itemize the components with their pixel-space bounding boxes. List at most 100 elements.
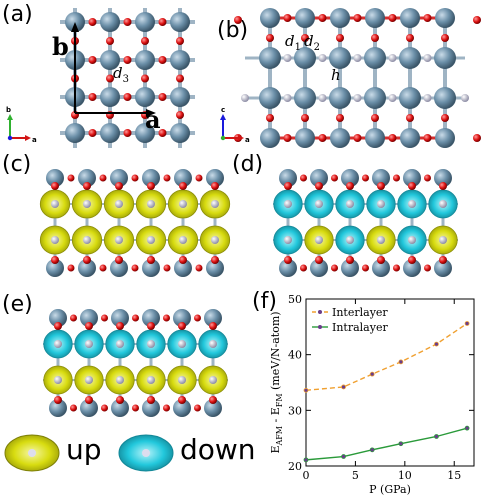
nitrogen-atom bbox=[123, 93, 132, 101]
panel-f: (f) 0 5 10 15 20 30 40 50 P (GPa) EAFM - EFM (meV… bbox=[248, 285, 486, 498]
panel-b-axes-icon bbox=[220, 114, 244, 141]
light-atom bbox=[85, 376, 93, 384]
nitrogen-atom bbox=[346, 182, 354, 190]
metal-atom bbox=[100, 87, 120, 107]
panel-a-lattice bbox=[60, 8, 195, 148]
nitrogen-atom bbox=[141, 37, 149, 45]
nitrogen-atom bbox=[301, 114, 309, 122]
light-atom bbox=[346, 200, 354, 208]
light-atom bbox=[147, 340, 155, 348]
panel-d-spin-density bbox=[273, 169, 458, 277]
data-point bbox=[434, 341, 439, 347]
nitrogen-atom bbox=[209, 322, 217, 330]
nitrogen-atom bbox=[209, 396, 217, 404]
h-label: h bbox=[331, 66, 341, 84]
nitrogen-atom bbox=[393, 174, 400, 182]
metal-atom bbox=[100, 50, 120, 70]
nitrogen-atom bbox=[178, 396, 186, 404]
nitrogen-atom bbox=[101, 404, 108, 412]
nitrogen-atom bbox=[88, 129, 97, 137]
metal-atom bbox=[372, 169, 390, 187]
nitrogen-atom bbox=[51, 182, 59, 190]
metal-atom bbox=[135, 123, 155, 143]
data-point bbox=[303, 457, 309, 463]
nitrogen-atom bbox=[106, 37, 114, 45]
nitrogen-atom bbox=[441, 34, 449, 42]
light-atom bbox=[179, 200, 187, 208]
nitrogen-atom bbox=[132, 404, 139, 412]
metal-atom bbox=[365, 128, 385, 148]
metal-atom bbox=[100, 12, 120, 32]
spin-down-icon bbox=[118, 434, 174, 472]
light-atom bbox=[178, 376, 186, 384]
metal-atom bbox=[135, 12, 155, 32]
light-atom bbox=[147, 376, 155, 384]
data-point bbox=[303, 387, 309, 393]
legend-marker bbox=[318, 325, 322, 329]
metal-atom bbox=[329, 47, 351, 69]
nitrogen-atom bbox=[315, 256, 323, 264]
panel-d-label: (d) bbox=[232, 152, 264, 177]
nitrogen-atom bbox=[388, 14, 397, 22]
nitrogen-atom bbox=[284, 182, 292, 190]
light-atom bbox=[408, 200, 416, 208]
metal-atom bbox=[111, 399, 129, 417]
metal-atom bbox=[174, 169, 192, 187]
light-atom bbox=[115, 200, 123, 208]
panel-d: (d) bbox=[230, 150, 486, 280]
nitrogen-atom bbox=[158, 18, 167, 26]
metal-atom bbox=[403, 169, 421, 187]
x-tick-label: 10 bbox=[398, 469, 412, 482]
metal-atom bbox=[78, 169, 96, 187]
nitrogen-atom bbox=[211, 256, 219, 264]
light-atom bbox=[284, 236, 292, 244]
metal-atom bbox=[295, 128, 315, 148]
metal-atom bbox=[80, 399, 98, 417]
nitrogen-atom bbox=[211, 182, 219, 190]
metal-atom bbox=[49, 399, 67, 417]
metal-atom bbox=[259, 47, 281, 69]
spin-legend: up down bbox=[0, 425, 256, 485]
metal-atom bbox=[294, 87, 316, 109]
metal-atom bbox=[330, 128, 350, 148]
series-line-1 bbox=[305, 427, 468, 461]
nitrogen-atom bbox=[88, 18, 97, 26]
panel-e-label: (e) bbox=[2, 292, 33, 317]
light-atom bbox=[408, 236, 416, 244]
light-atom bbox=[377, 236, 385, 244]
nitrogen-atom bbox=[423, 14, 432, 22]
metal-atom bbox=[400, 128, 420, 148]
light-atom bbox=[83, 200, 91, 208]
nitrogen-atom bbox=[371, 34, 379, 42]
x-axis-label: P (GPa) bbox=[369, 483, 411, 496]
nitrogen-atom bbox=[406, 34, 414, 42]
metal-atom bbox=[310, 169, 328, 187]
metal-atom bbox=[329, 87, 351, 109]
metal-atom bbox=[372, 259, 390, 277]
x-tick-label: 5 bbox=[352, 469, 359, 482]
nitrogen-atom bbox=[83, 256, 91, 264]
y-tick-label: 40 bbox=[288, 349, 302, 362]
light-atom bbox=[377, 200, 385, 208]
light-atom bbox=[315, 200, 323, 208]
metal-atom bbox=[65, 123, 85, 143]
legend-label: Interlayer bbox=[332, 306, 388, 319]
nitrogen-atom bbox=[195, 174, 203, 182]
metal-atom bbox=[135, 87, 155, 107]
light-atom bbox=[353, 54, 362, 62]
light-atom bbox=[318, 54, 327, 62]
nitrogen-atom bbox=[51, 256, 59, 264]
metal-atom bbox=[173, 399, 191, 417]
legend-label: Intralayer bbox=[332, 321, 388, 334]
metal-atom bbox=[110, 259, 128, 277]
nitrogen-atom bbox=[99, 174, 107, 182]
metal-atom bbox=[80, 309, 98, 327]
spin-up-label: up bbox=[66, 433, 102, 466]
metal-atom bbox=[399, 47, 421, 69]
nitrogen-atom bbox=[101, 314, 108, 322]
metal-atom bbox=[434, 47, 456, 69]
light-atom bbox=[51, 200, 59, 208]
nitrogen-atom bbox=[424, 264, 431, 272]
light-atom bbox=[241, 94, 249, 102]
light-atom bbox=[318, 94, 327, 102]
